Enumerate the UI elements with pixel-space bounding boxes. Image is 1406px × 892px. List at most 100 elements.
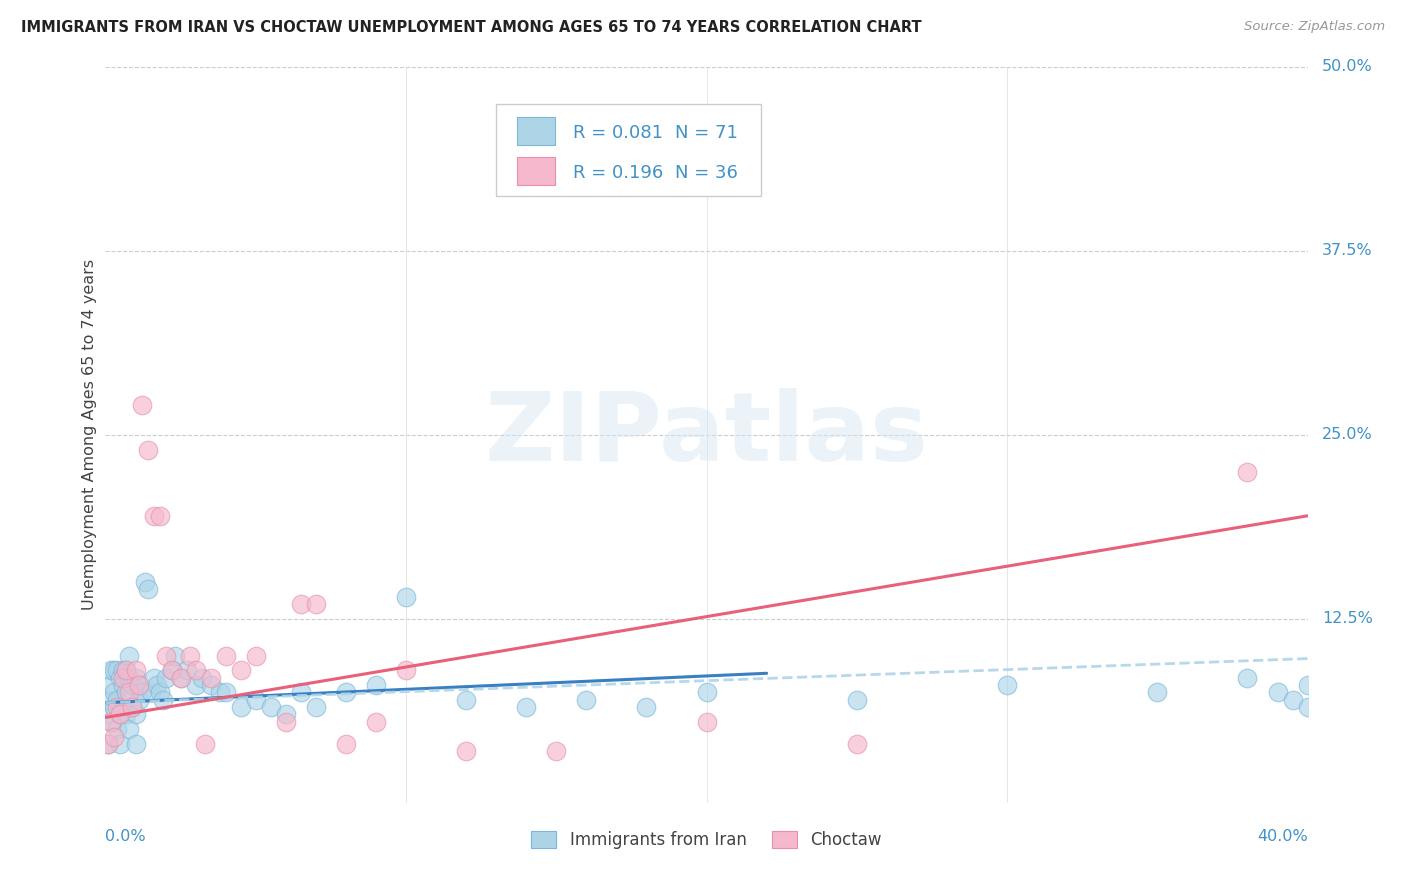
Point xyxy=(121,700,143,714)
Point xyxy=(142,508,165,523)
Point xyxy=(115,664,138,678)
Point xyxy=(515,700,537,714)
Point xyxy=(229,664,252,678)
Point xyxy=(100,714,122,729)
Point xyxy=(696,685,718,699)
Point xyxy=(115,664,138,678)
Point xyxy=(290,597,312,611)
Point xyxy=(155,671,177,685)
Point xyxy=(112,664,135,678)
Text: 40.0%: 40.0% xyxy=(1257,829,1308,844)
Point xyxy=(124,707,146,722)
Point xyxy=(1296,700,1319,714)
Text: N = 71: N = 71 xyxy=(675,124,738,142)
Point xyxy=(131,685,153,699)
Point xyxy=(194,737,217,751)
Point xyxy=(160,664,183,678)
Text: 12.5%: 12.5% xyxy=(1322,611,1372,626)
Point xyxy=(546,744,568,758)
Point xyxy=(145,678,167,692)
Point xyxy=(124,737,146,751)
Y-axis label: Unemployment Among Ages 65 to 74 years: Unemployment Among Ages 65 to 74 years xyxy=(82,260,97,610)
Text: 50.0%: 50.0% xyxy=(1322,60,1372,74)
Point xyxy=(290,685,312,699)
Point xyxy=(200,671,222,685)
Point xyxy=(305,700,328,714)
Point xyxy=(274,707,297,722)
Point xyxy=(128,692,150,706)
Point xyxy=(214,685,236,699)
Point xyxy=(1281,692,1303,706)
Point xyxy=(845,737,868,751)
Point xyxy=(136,442,159,457)
Point xyxy=(115,685,138,699)
Point xyxy=(184,664,207,678)
Point xyxy=(112,700,135,714)
Point xyxy=(1296,678,1319,692)
Point xyxy=(176,664,198,678)
Point xyxy=(97,692,120,706)
Point xyxy=(118,671,141,685)
Point xyxy=(148,508,170,523)
Point xyxy=(97,707,120,722)
Point xyxy=(1267,685,1289,699)
Point xyxy=(184,678,207,692)
Point xyxy=(454,744,477,758)
Point xyxy=(148,685,170,699)
FancyBboxPatch shape xyxy=(496,103,761,195)
Text: Source: ZipAtlas.com: Source: ZipAtlas.com xyxy=(1244,20,1385,33)
Point xyxy=(124,664,146,678)
Point xyxy=(136,582,159,597)
Point xyxy=(335,737,357,751)
Point xyxy=(100,678,122,692)
Point xyxy=(274,714,297,729)
Point xyxy=(139,685,162,699)
Text: 37.5%: 37.5% xyxy=(1322,244,1372,259)
Point xyxy=(103,730,125,744)
Point xyxy=(115,707,138,722)
Point xyxy=(142,671,165,685)
Text: IMMIGRANTS FROM IRAN VS CHOCTAW UNEMPLOYMENT AMONG AGES 65 TO 74 YEARS CORRELATI: IMMIGRANTS FROM IRAN VS CHOCTAW UNEMPLOY… xyxy=(21,20,922,35)
Text: ZIPatlas: ZIPatlas xyxy=(485,388,928,482)
Point xyxy=(190,671,212,685)
Point xyxy=(636,700,658,714)
Point xyxy=(395,590,418,604)
Point xyxy=(364,714,387,729)
Text: R = 0.081: R = 0.081 xyxy=(574,124,664,142)
Point xyxy=(245,692,267,706)
Point xyxy=(152,692,174,706)
Point xyxy=(110,707,132,722)
Point xyxy=(454,692,477,706)
Point xyxy=(100,664,122,678)
Point xyxy=(163,648,186,663)
Point xyxy=(97,737,120,751)
Point xyxy=(208,685,231,699)
Point xyxy=(107,723,129,737)
Point xyxy=(179,648,201,663)
Point xyxy=(214,648,236,663)
Point xyxy=(1236,465,1258,479)
Point xyxy=(118,648,141,663)
Point xyxy=(245,648,267,663)
Point xyxy=(155,648,177,663)
Point xyxy=(575,692,598,706)
Text: N = 36: N = 36 xyxy=(675,164,738,182)
Point xyxy=(110,737,132,751)
Text: 0.0%: 0.0% xyxy=(105,829,146,844)
Point xyxy=(160,664,183,678)
Point xyxy=(169,671,191,685)
Point xyxy=(110,671,132,685)
Point xyxy=(100,714,122,729)
Point xyxy=(395,664,418,678)
Point xyxy=(107,692,129,706)
Point xyxy=(169,671,191,685)
Point xyxy=(305,597,328,611)
Point xyxy=(121,678,143,692)
Text: 25.0%: 25.0% xyxy=(1322,427,1372,442)
Point xyxy=(995,678,1018,692)
Point xyxy=(118,685,141,699)
Point xyxy=(103,685,125,699)
Point xyxy=(112,671,135,685)
Point xyxy=(121,700,143,714)
Point xyxy=(260,700,283,714)
